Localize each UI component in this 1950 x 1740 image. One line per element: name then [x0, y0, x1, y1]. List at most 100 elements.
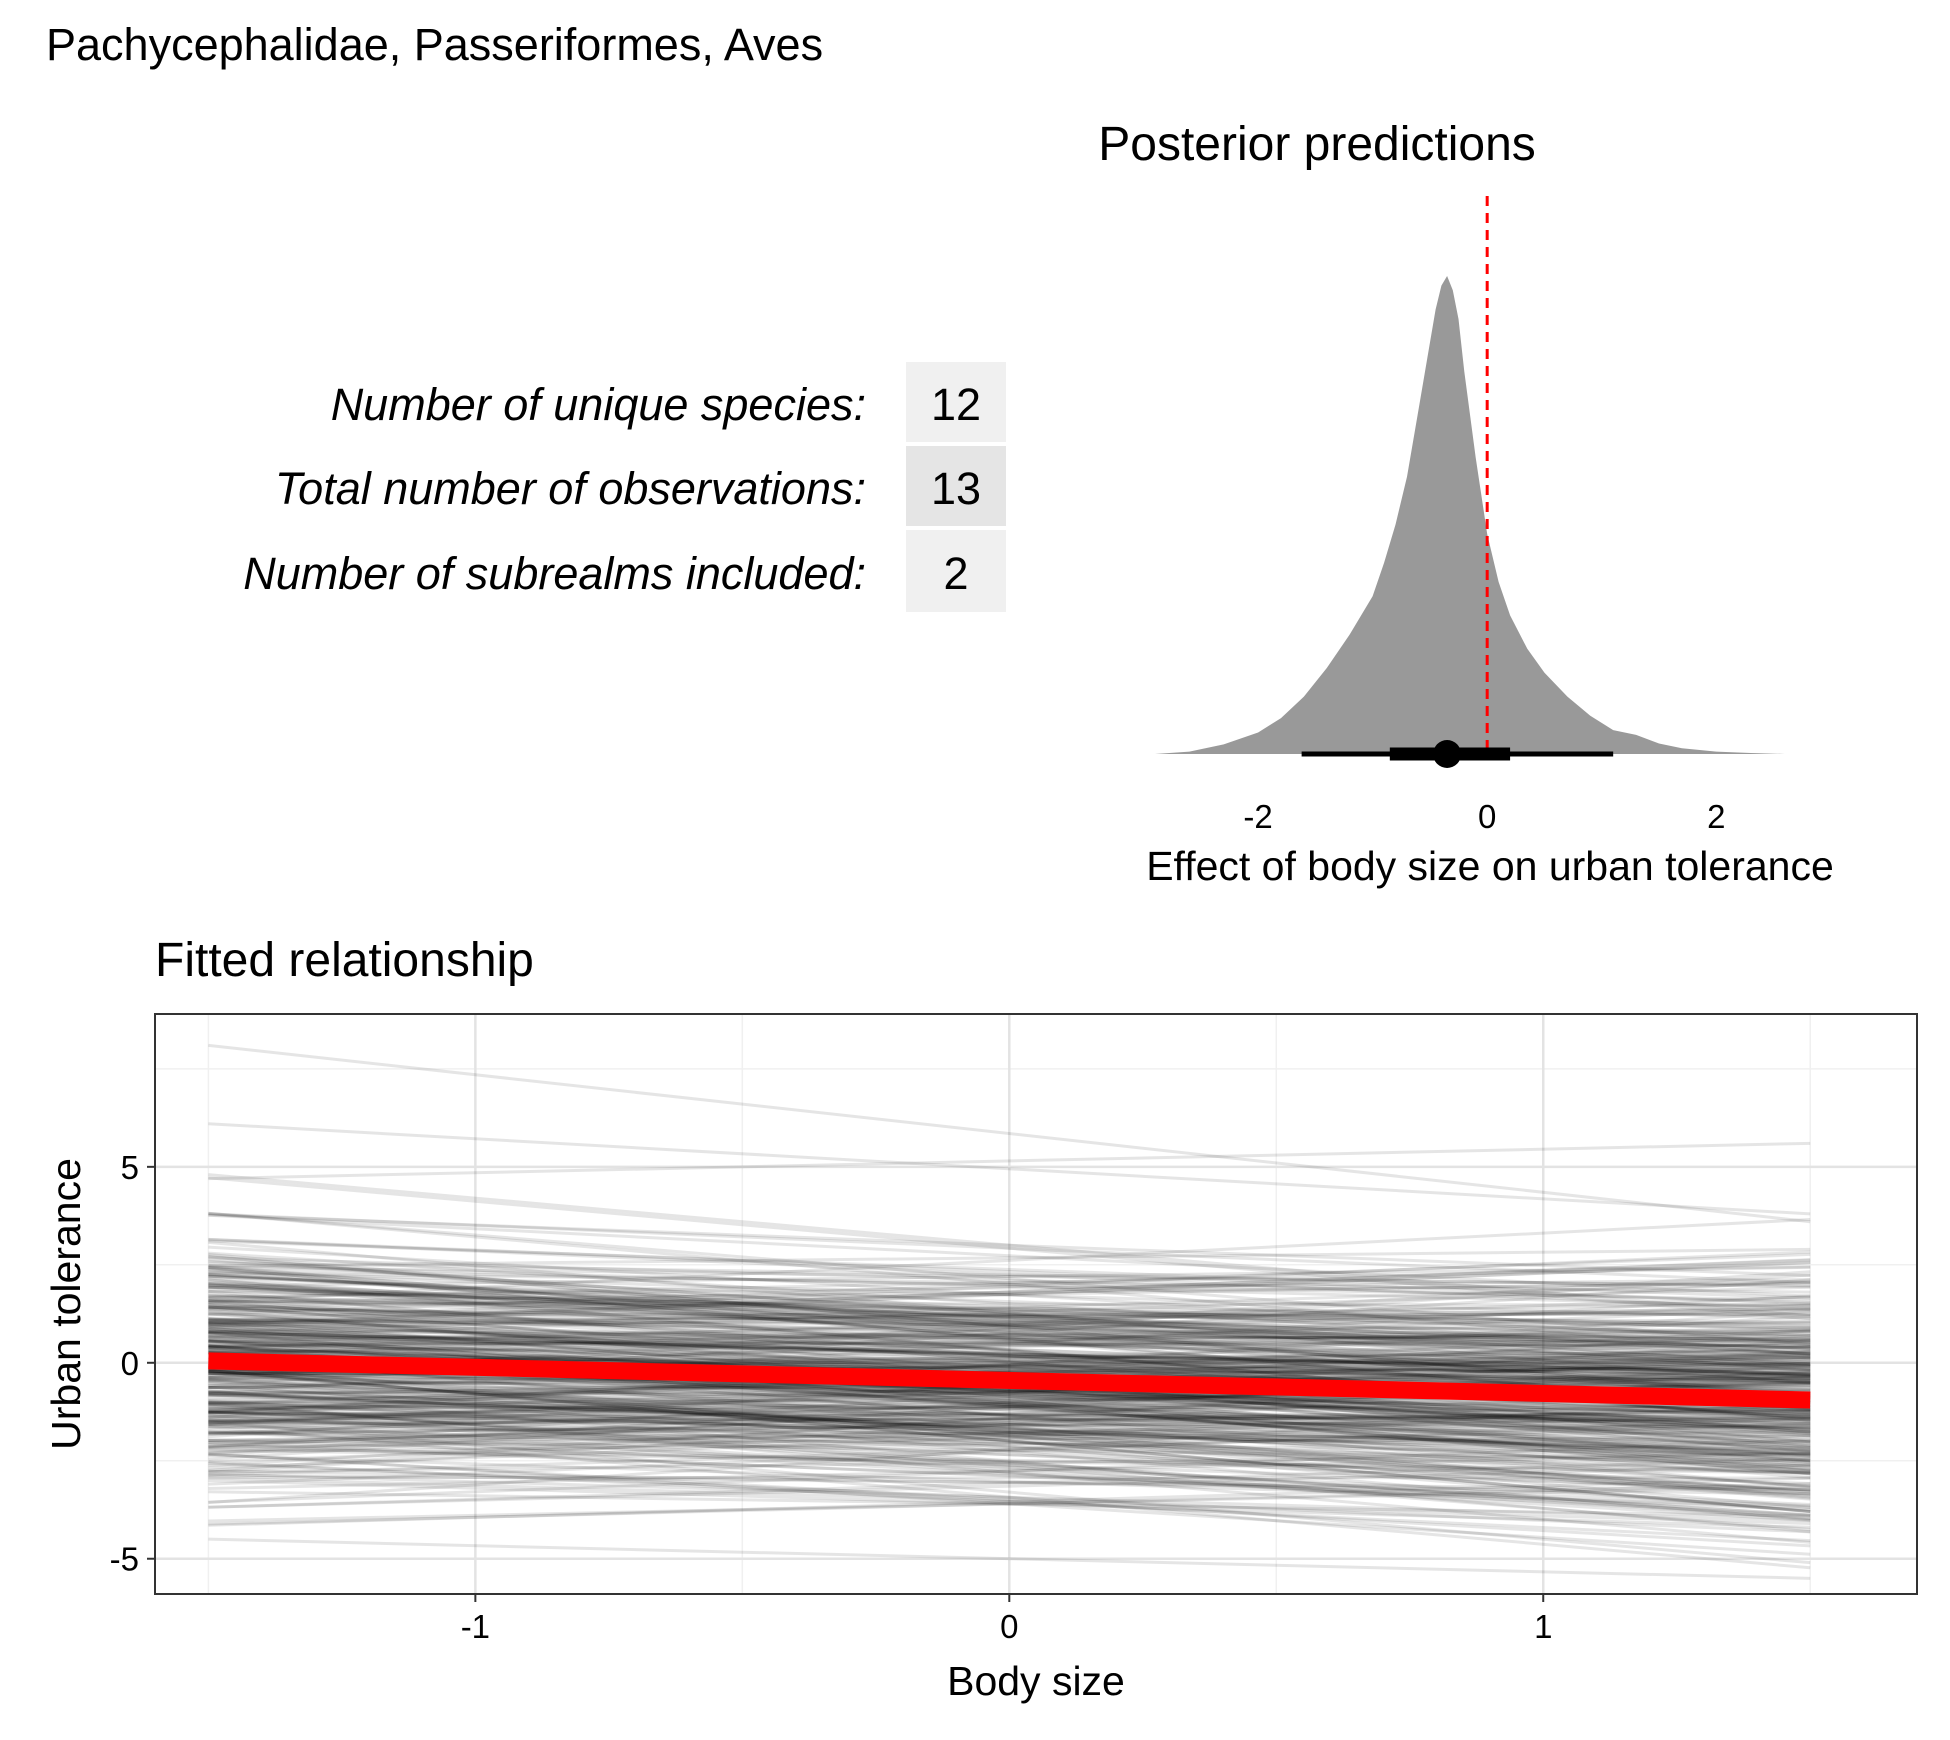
posterior-draw-line	[208, 1403, 1811, 1470]
posterior-draw-line	[208, 1328, 1811, 1385]
posterior-draw-line	[208, 1393, 1811, 1456]
posterior-draw-line	[208, 1281, 1811, 1304]
table-label-subrealms: Number of subrealms included:	[243, 548, 866, 599]
posterior-draw-line	[208, 1309, 1811, 1419]
posterior-draw-line	[208, 1217, 1811, 1303]
table-cell-bg-3	[906, 530, 1006, 612]
posterior-draw-line	[208, 1404, 1811, 1414]
posterior-draw-line	[208, 1328, 1811, 1473]
posterior-draw-line	[208, 1490, 1811, 1518]
posterior-draw-line	[208, 1349, 1811, 1455]
posterior-draw-line	[208, 1385, 1811, 1473]
posterior-draw-line	[208, 1447, 1811, 1474]
posterior-draw-line	[208, 1305, 1811, 1337]
posterior-draw-line	[208, 1364, 1811, 1510]
posterior-draw-line	[208, 1326, 1811, 1453]
posterior-draw-line	[208, 1393, 1811, 1426]
posterior-draw-line	[208, 1371, 1811, 1449]
posterior-draw-line	[208, 1375, 1811, 1412]
posterior-draw-line	[208, 1280, 1811, 1367]
posterior-draw-line	[208, 1272, 1811, 1364]
posterior-draw-line	[208, 1258, 1811, 1325]
posterior-draw-line	[208, 1418, 1811, 1475]
posterior-draw-line	[208, 1320, 1811, 1325]
posterior-draw-line	[208, 1283, 1811, 1368]
posterior-draw-line	[208, 1399, 1811, 1496]
posterior-draw-line	[208, 1418, 1811, 1434]
fitted-x-axis: -1 0 1	[461, 1594, 1552, 1645]
posterior-draw-line	[208, 1330, 1811, 1379]
posterior-draw-line	[208, 1318, 1811, 1342]
posterior-draw-line	[208, 1307, 1811, 1377]
posterior-draw-line	[208, 1402, 1811, 1531]
posterior-draw-line	[208, 1354, 1811, 1389]
posterior-draw-line	[208, 1414, 1811, 1496]
posterior-draw-line	[208, 1413, 1811, 1427]
posterior-draw-line	[208, 1330, 1811, 1376]
table-value-total-observations: 13	[931, 463, 981, 514]
posterior-draw-line	[208, 1463, 1811, 1509]
posterior-draw-line	[208, 1370, 1811, 1436]
posterior-draw-line	[208, 1240, 1811, 1385]
posterior-density-area	[1155, 276, 1785, 754]
posterior-draw-line	[208, 1377, 1811, 1460]
posterior-draw-line	[208, 1347, 1811, 1385]
posterior-draw-line	[208, 1417, 1811, 1468]
posterior-draw-line	[208, 1302, 1811, 1379]
posterior-draw-line	[208, 1141, 1811, 1181]
posterior-draw-line	[208, 1385, 1811, 1411]
posterior-draw-line	[208, 1402, 1811, 1425]
posterior-draw-line	[208, 1385, 1811, 1472]
posterior-draw-line	[208, 1348, 1811, 1392]
fitted-grid	[155, 1014, 1917, 1594]
posterior-draw-line	[208, 1252, 1811, 1316]
point-estimate-dot	[1433, 740, 1462, 768]
posterior-draw-line	[208, 1339, 1811, 1447]
posterior-draw-line	[208, 1285, 1811, 1339]
posterior-draw-line	[208, 1289, 1811, 1434]
posterior-draw-line	[208, 1213, 1811, 1298]
posterior-draw-line	[208, 1425, 1811, 1443]
table-value-unique-species: 12	[931, 379, 981, 430]
posterior-draw-line	[208, 1261, 1811, 1289]
posterior-draw-line	[208, 1335, 1811, 1373]
posterior-draw-line	[208, 1293, 1811, 1351]
posterior-draw-line	[208, 1289, 1811, 1328]
posterior-draw-line	[208, 1270, 1811, 1321]
posterior-draw-line	[208, 1473, 1811, 1492]
posterior-draw-line	[208, 1438, 1811, 1504]
posterior-draw-line	[208, 1285, 1811, 1337]
posterior-draw-line	[208, 1252, 1811, 1397]
posterior-draw-line	[208, 1403, 1811, 1464]
posterior-draw-line	[208, 1281, 1811, 1334]
posterior-draw-line	[208, 1259, 1811, 1367]
posterior-draw-line	[208, 1285, 1811, 1350]
posterior-draw-line	[208, 1256, 1811, 1304]
figure-title: Pachycephalidae, Passeriformes, Aves	[46, 19, 823, 70]
posterior-draw-line	[208, 1400, 1811, 1475]
posterior-draw-line	[208, 1283, 1811, 1377]
posterior-draw-line	[208, 1401, 1811, 1544]
posterior-draw-line	[208, 1451, 1811, 1491]
posterior-draw-line	[208, 1341, 1811, 1390]
posterior-draw-line	[208, 1331, 1811, 1359]
posterior-draw-line	[208, 1423, 1811, 1442]
posterior-draw-line	[208, 1297, 1811, 1358]
posterior-draw-line	[208, 1452, 1811, 1556]
table-label-total-observations: Total number of observations:	[275, 463, 866, 514]
fitted-y-label: Urban tolerance	[43, 1158, 89, 1450]
posterior-draw-line	[208, 1307, 1811, 1325]
posterior-draw-line	[208, 1320, 1811, 1392]
posterior-draw-line	[208, 1122, 1811, 1216]
posterior-draw-line	[208, 1361, 1811, 1457]
posterior-draw-line	[208, 1378, 1811, 1494]
posterior-draw-line	[208, 1462, 1811, 1534]
fitted-panel: Fitted relationship -1 0 1 -505 Body size …	[43, 934, 1918, 1704]
posterior-draw-line	[208, 1302, 1811, 1328]
posterior-draw-line	[208, 1260, 1811, 1329]
posterior-draw-line	[208, 1316, 1811, 1348]
posterior-draw-line	[208, 1438, 1811, 1492]
posterior-draw-line	[208, 1390, 1811, 1467]
posterior-draw-line	[208, 1452, 1811, 1474]
